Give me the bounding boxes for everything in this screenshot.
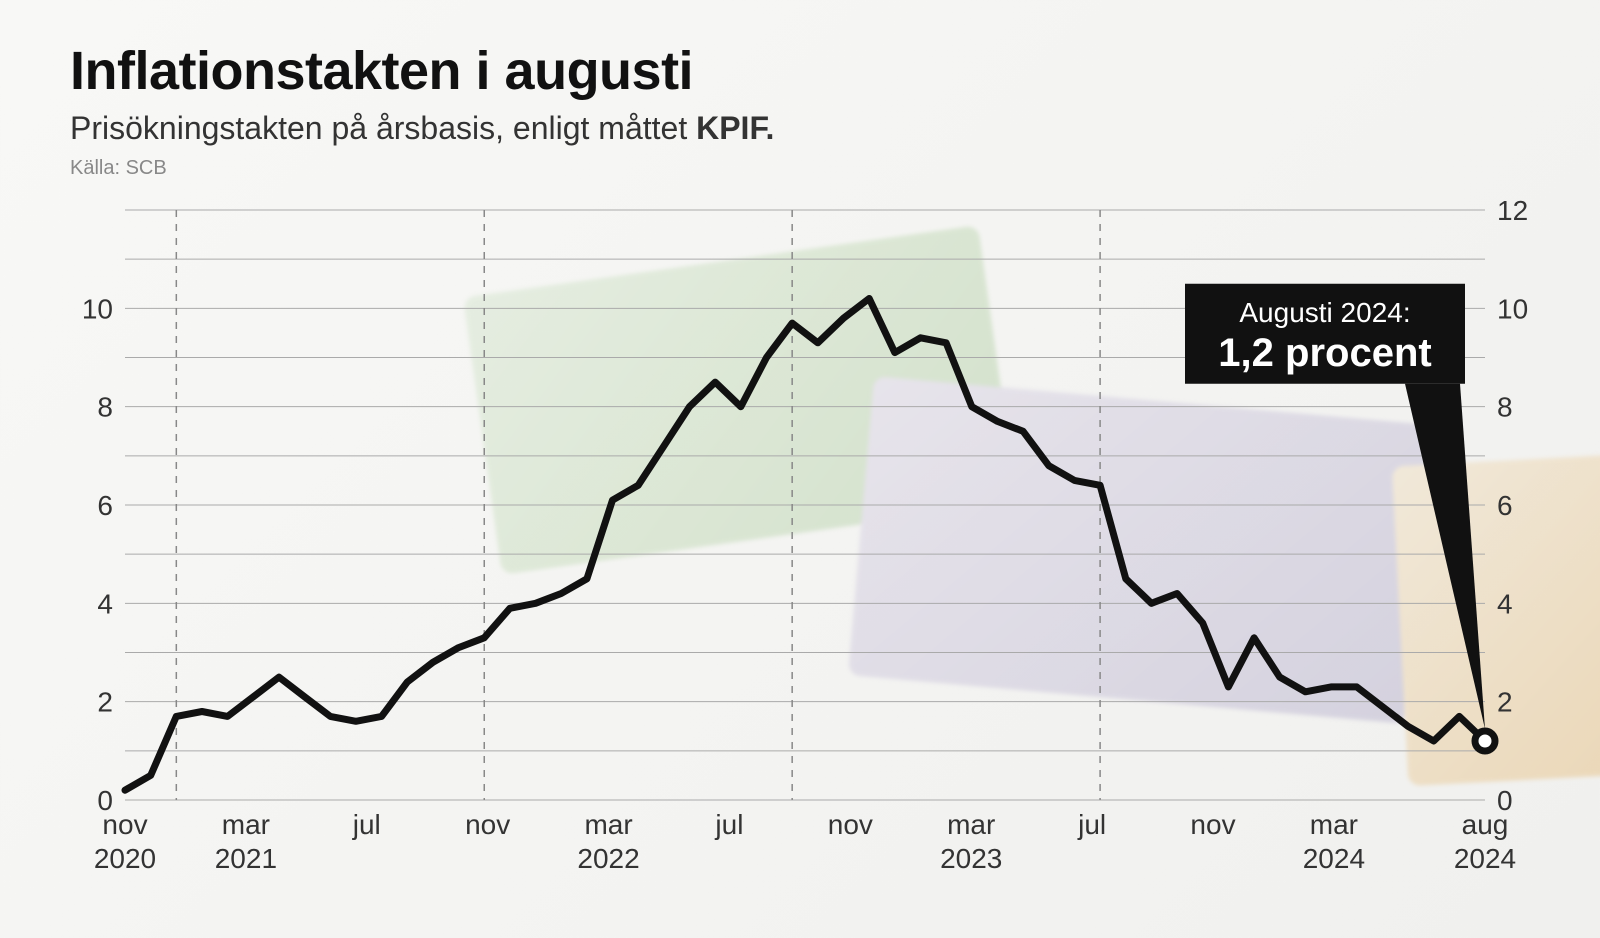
x-tick-year: 2021 xyxy=(215,843,277,874)
subtitle-lead: Prisökningstakten på årsbasis, enligt må… xyxy=(70,110,696,146)
chart-container: Inflationstakten i augusti Prisökningsta… xyxy=(0,0,1600,938)
y-tick-left: 10 xyxy=(82,293,113,324)
x-tick-month: nov xyxy=(102,809,147,840)
line-chart-svg: 0246810024681012nov2020mar2021julnovmar2… xyxy=(70,200,1540,900)
x-tick-year: 2022 xyxy=(577,843,639,874)
x-tick-month: mar xyxy=(584,809,632,840)
x-tick-month: nov xyxy=(1190,809,1235,840)
x-tick-month: jul xyxy=(1077,809,1106,840)
x-tick-month: mar xyxy=(947,809,995,840)
end-point-marker xyxy=(1475,731,1495,751)
x-tick-month: jul xyxy=(714,809,743,840)
x-tick-year: 2024 xyxy=(1454,843,1516,874)
callout-line-1: Augusti 2024: xyxy=(1239,297,1410,328)
y-tick-right: 10 xyxy=(1497,293,1528,324)
x-tick-month: nov xyxy=(828,809,873,840)
x-tick-year: 2023 xyxy=(940,843,1002,874)
y-tick-right: 6 xyxy=(1497,490,1513,521)
x-tick-month: aug xyxy=(1462,809,1509,840)
chart-subtitle: Prisökningstakten på årsbasis, enligt må… xyxy=(70,110,1550,147)
x-tick-month: mar xyxy=(1310,809,1358,840)
y-tick-left: 6 xyxy=(97,490,113,521)
callout-line-2: 1,2 procent xyxy=(1218,331,1431,375)
y-tick-left: 2 xyxy=(97,687,113,718)
x-tick-month: jul xyxy=(352,809,381,840)
y-tick-right: 4 xyxy=(1497,588,1513,619)
y-tick-left: 8 xyxy=(97,392,113,423)
y-tick-right: 8 xyxy=(1497,392,1513,423)
x-tick-year: 2024 xyxy=(1303,843,1365,874)
y-tick-right: 2 xyxy=(1497,687,1513,718)
x-tick-year: 2020 xyxy=(94,843,156,874)
y-tick-right: 12 xyxy=(1497,200,1528,226)
callout-pointer xyxy=(1405,384,1485,729)
chart-title: Inflationstakten i augusti xyxy=(70,40,1550,102)
subtitle-bold: KPIF. xyxy=(696,110,774,146)
chart-plot-area: 0246810024681012nov2020mar2021julnovmar2… xyxy=(70,200,1540,900)
source-label: Källa: SCB xyxy=(70,157,1550,180)
x-tick-month: nov xyxy=(465,809,510,840)
y-tick-left: 4 xyxy=(97,588,113,619)
x-tick-month: mar xyxy=(222,809,270,840)
